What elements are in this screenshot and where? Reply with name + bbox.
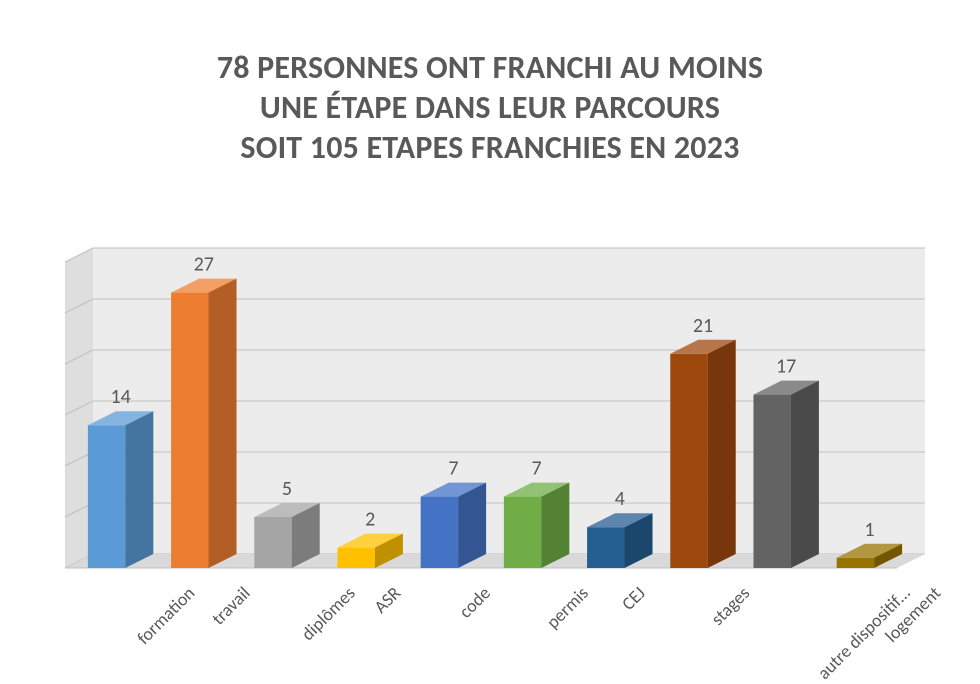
bar-value-label: 1 [864,518,874,542]
bar-value-label: 4 [615,487,625,511]
bar-chart-svg: 14275277421171 [60,218,930,618]
bar-front [837,558,874,568]
bar-value-label: 14 [110,385,130,409]
bar-value-label: 17 [776,355,796,379]
bar-front [587,527,624,568]
bar-side [791,381,819,568]
title-line-3: SOIT 105 ETAPES FRANCHIES EN 2023 [0,128,980,168]
bar-value-label: 7 [532,457,542,481]
title-line-2: UNE ÉTAPE DANS LEUR PARCOURS [0,88,980,128]
bar-front [171,293,208,568]
bar-side [541,483,569,568]
bar-value-label: 2 [365,508,375,532]
bar-front [88,425,125,568]
bar-value-label: 21 [693,314,713,338]
bar-front [670,354,707,568]
bar-front [421,497,458,568]
bar-front [504,497,541,568]
title-line-1: 78 PERSONNES ONT FRANCHI AU MOINS [0,48,980,88]
bar-front [337,548,374,568]
bar-side [209,279,237,568]
bar-front [753,395,790,568]
chart-title: 78 PERSONNES ONT FRANCHI AU MOINS UNE ÉT… [0,0,980,178]
bar-side [458,483,486,568]
bar-value-label: 5 [282,477,292,501]
bar-value-label: 27 [194,253,214,277]
bar-side [125,411,153,568]
bar-side [708,340,736,568]
chart-container: 78 PERSONNES ONT FRANCHI AU MOINS UNE ÉT… [0,0,980,637]
bar-value-label: 7 [448,457,458,481]
bar-front [254,517,291,568]
plot-area: 14275277421171 formationtravaildiplômesA… [60,218,930,618]
